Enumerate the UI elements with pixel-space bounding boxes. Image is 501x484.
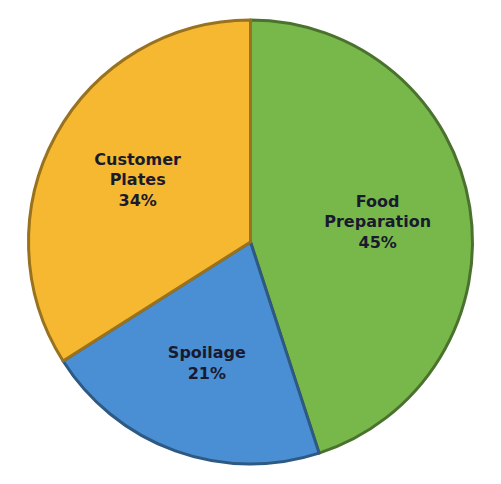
slice-label-line: 34%	[119, 191, 157, 210]
chart-svg: FoodPreparation 45% Spoilage 21% CustomerPla…	[0, 0, 501, 484]
slice-label-line: 45%	[359, 233, 397, 252]
slice-label-line: Food	[356, 192, 400, 211]
slice-label-line: Customer	[94, 150, 181, 169]
chart-container: FoodPreparation 45% Spoilage 21% CustomerPla…	[0, 0, 501, 484]
slice-label-line: Preparation	[324, 212, 431, 231]
slice-label: CustomerPlates 34%	[94, 150, 181, 211]
slices	[28, 20, 472, 464]
slice-label-line: 21%	[188, 364, 226, 383]
slice-label-line: Plates	[110, 170, 166, 189]
pie-slice	[28, 20, 250, 361]
slice-label-line: Spoilage	[168, 343, 246, 362]
slice-label: Spoilage 21%	[168, 343, 246, 383]
slice-labels: FoodPreparation 45% Spoilage 21% CustomerPla…	[94, 150, 431, 383]
slice-label: FoodPreparation 45%	[324, 192, 431, 253]
